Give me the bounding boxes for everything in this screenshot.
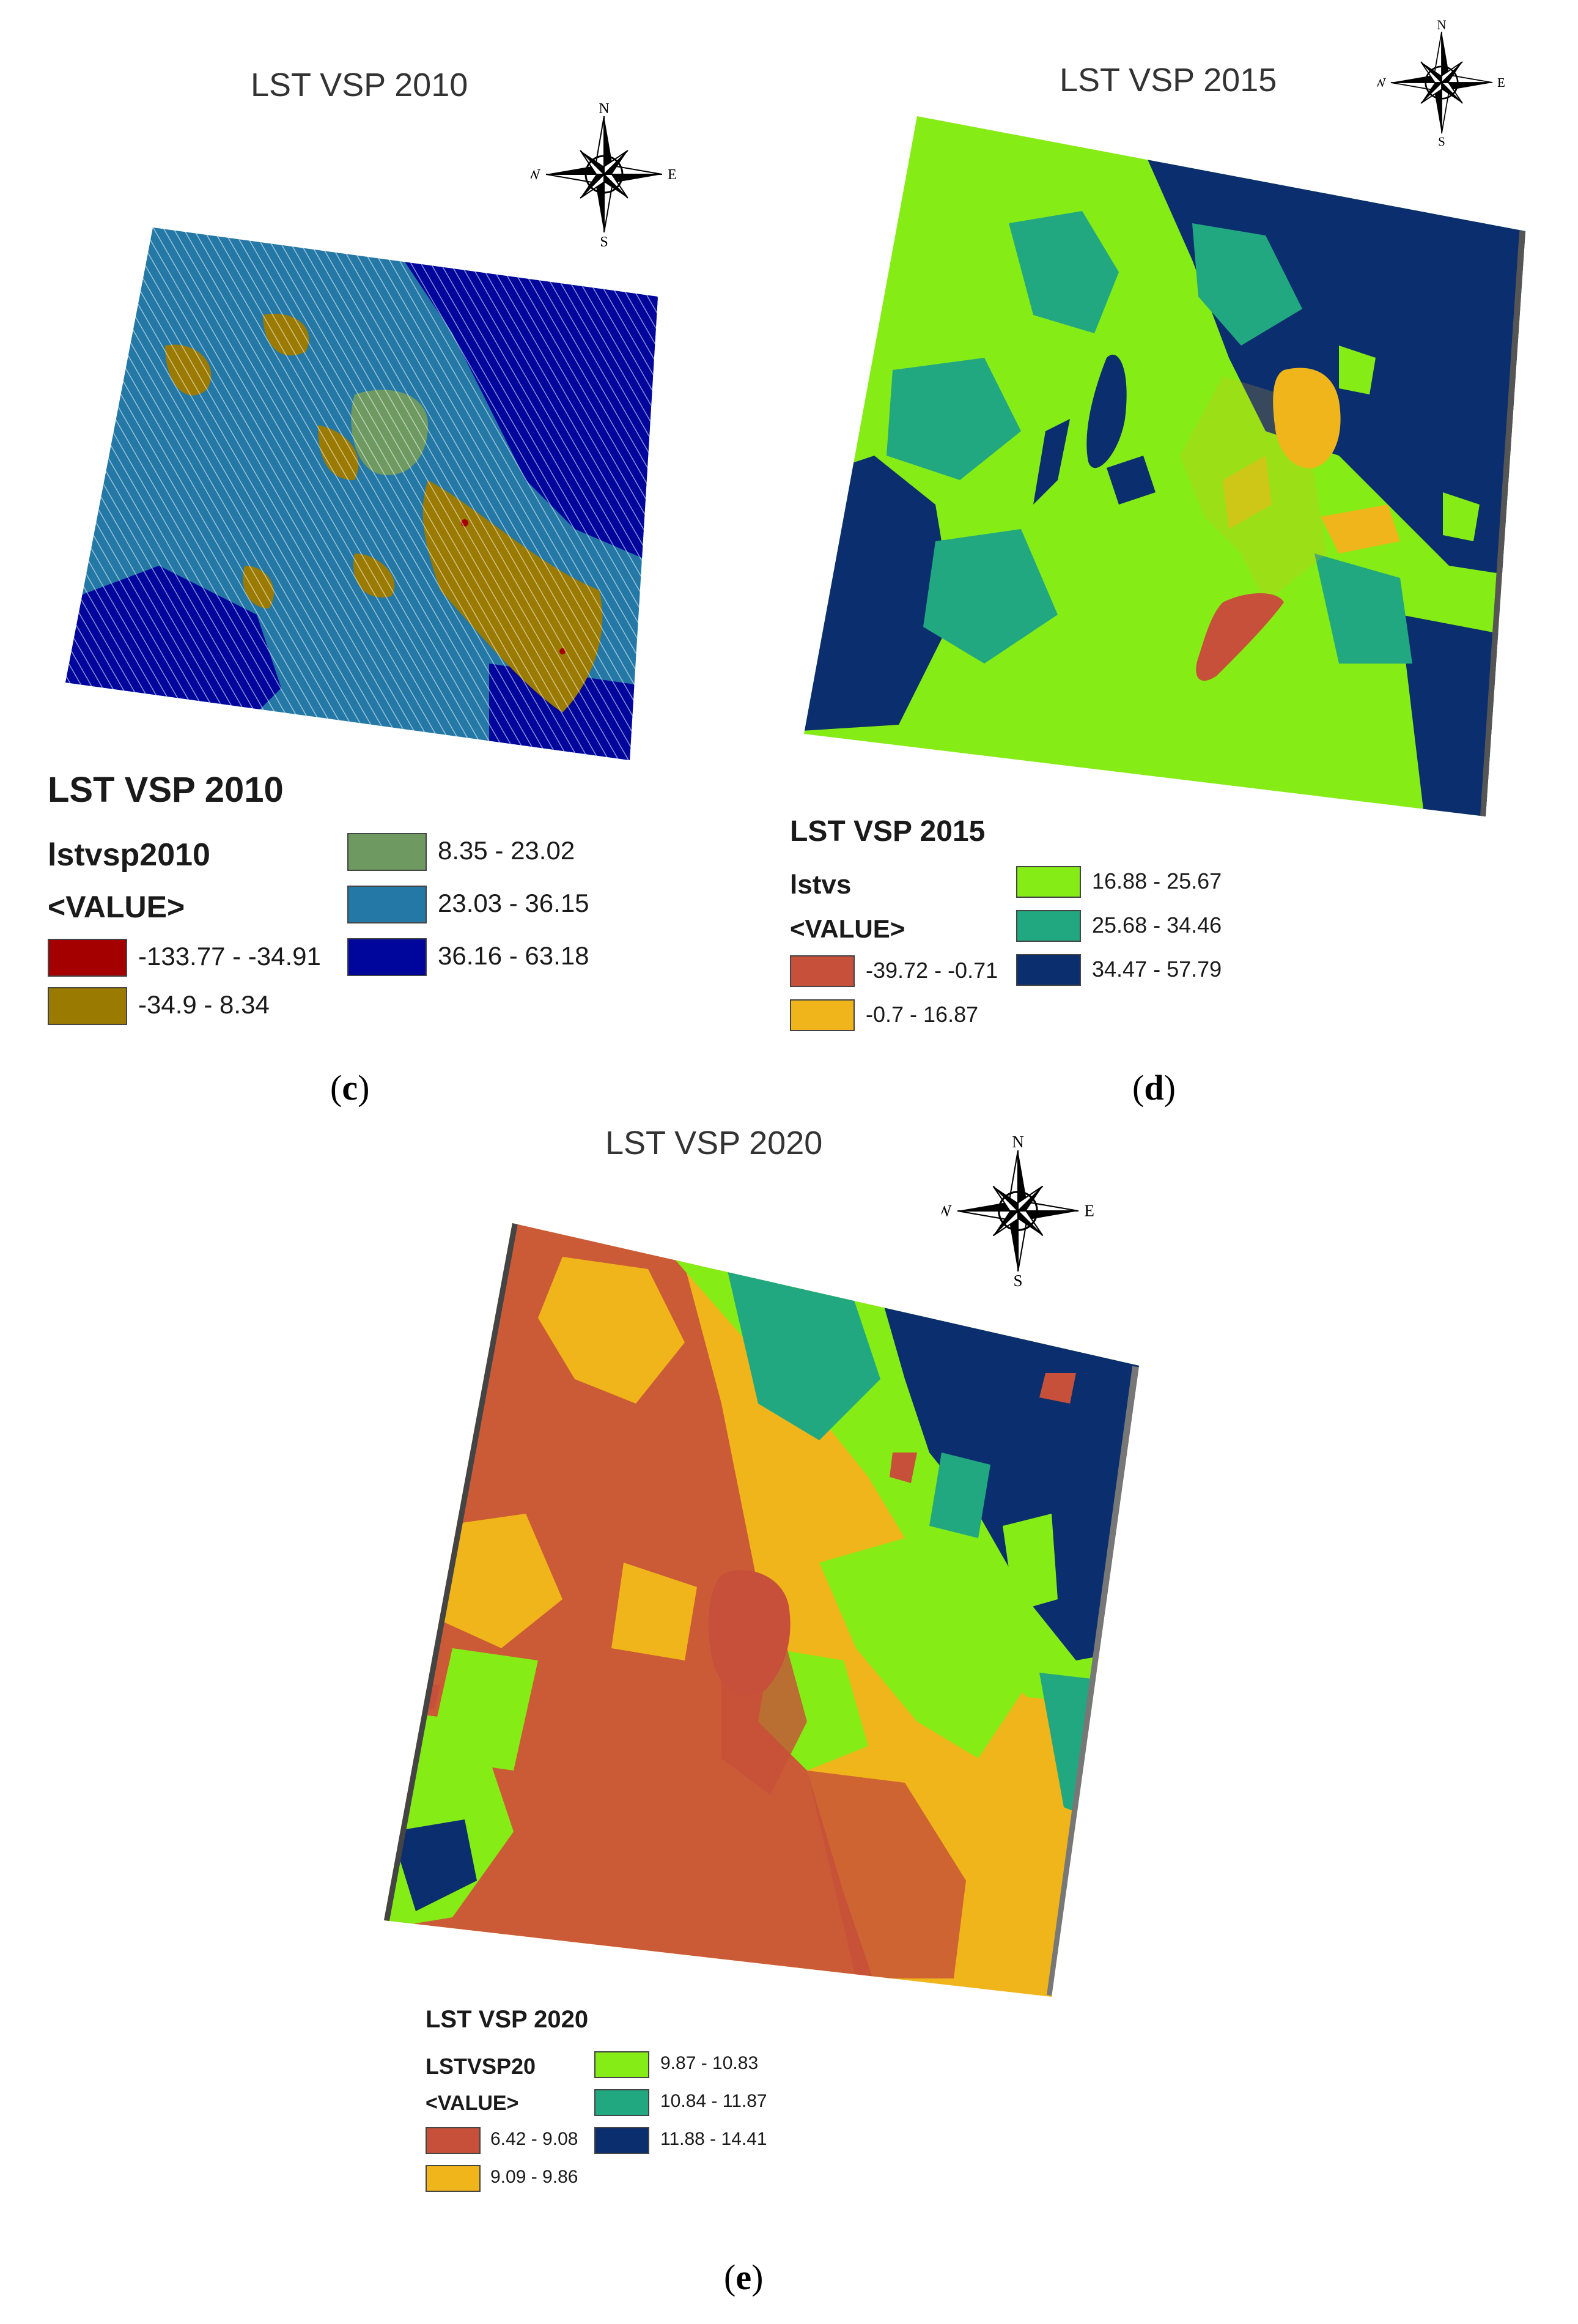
legend-heading-2010: LST VSP 2010	[48, 770, 284, 810]
caption-c: (c)	[330, 1068, 370, 1108]
legend-layer-name-2015: lstvs	[790, 870, 852, 900]
legend-label-2010-5: 36.16 - 63.18	[438, 941, 589, 970]
map-title-2020: LST VSP 2020	[605, 1125, 823, 1161]
legend-swatch-2020-4	[594, 2089, 649, 2116]
legend-layer-name-2020: LSTVSP20	[426, 2054, 536, 2079]
legend-heading-2015: LST VSP 2015	[790, 815, 986, 848]
svg-text:S: S	[1438, 134, 1445, 147]
legend-layer-name-2010: lstvsp2010	[48, 837, 210, 873]
legend-swatch-2010-5	[347, 938, 427, 976]
legend-swatch-2015-1	[790, 955, 855, 987]
lst-raster-2015	[804, 116, 1525, 816]
compass-rose-icon: N S E W	[942, 1134, 1094, 1287]
svg-text:N: N	[1012, 1134, 1024, 1151]
legend-value-field-2010: <VALUE>	[48, 890, 185, 924]
svg-text:E: E	[1497, 75, 1505, 90]
map-title-2015: LST VSP 2015	[1060, 62, 1277, 98]
svg-text:N: N	[599, 101, 609, 117]
lst-raster-2010	[65, 228, 658, 760]
caption-d: (d)	[1132, 1068, 1176, 1108]
svg-text:N: N	[1437, 18, 1446, 32]
compass-rose-icon: N S E W	[531, 101, 677, 248]
legend-swatch-2010-4	[347, 886, 427, 923]
legend-swatch-2020-1	[426, 2127, 481, 2154]
svg-text:S: S	[1013, 1271, 1022, 1287]
legend-swatch-2015-5	[1016, 954, 1081, 986]
legend-label-2015-3: 16.88 - 25.67	[1092, 868, 1222, 894]
legend-label-2020-4: 10.84 - 11.87	[660, 2091, 767, 2111]
legend-label-2015-1: -39.72 - -0.71	[866, 958, 998, 983]
legend-label-2020-5: 11.88 - 14.41	[660, 2129, 767, 2149]
lst-raster-2020	[384, 1223, 1139, 1997]
svg-text:S: S	[600, 234, 608, 248]
legend-label-2010-3: 8.35 - 23.02	[438, 836, 575, 865]
legend-swatch-2020-2	[426, 2165, 481, 2192]
legend-swatch-2010-1	[48, 939, 127, 977]
legend-swatch-2015-4	[1016, 910, 1081, 942]
legend-swatch-2015-2	[790, 999, 855, 1031]
legend-label-2020-2: 9.09 - 9.86	[490, 2167, 578, 2187]
legend-value-field-2015: <VALUE>	[790, 914, 905, 943]
map-title-2010: LST VSP 2010	[251, 67, 468, 103]
legend-label-2020-3: 9.87 - 10.83	[660, 2053, 759, 2073]
legend-label-2015-5: 34.47 - 57.79	[1092, 957, 1222, 982]
legend-label-2010-2: -34.9 - 8.34	[138, 990, 270, 1019]
legend-value-field-2020: <VALUE>	[426, 2092, 519, 2115]
legend-swatch-2020-3	[594, 2051, 649, 2078]
svg-text:E: E	[668, 167, 677, 183]
legend-label-2015-4: 25.68 - 34.46	[1092, 912, 1222, 938]
legend-heading-2020: LST VSP 2020	[426, 2006, 589, 2033]
svg-text:W: W	[1377, 75, 1386, 90]
legend-swatch-2010-2	[48, 987, 127, 1025]
legend-swatch-2020-5	[594, 2127, 649, 2154]
legend-label-2015-2: -0.7 - 16.87	[866, 1002, 979, 1027]
compass-rose-icon: N S E W	[1377, 18, 1505, 147]
legend-label-2020-1: 6.42 - 9.08	[490, 2129, 578, 2149]
legend-swatch-2010-3	[347, 833, 427, 871]
legend-label-2010-1: -133.77 - -34.91	[138, 942, 321, 971]
legend-swatch-2015-3	[1016, 866, 1081, 898]
svg-text:W: W	[942, 1201, 952, 1219]
svg-text:E: E	[1084, 1201, 1094, 1219]
svg-text:W: W	[531, 167, 540, 183]
legend-label-2010-4: 23.03 - 36.15	[438, 889, 589, 917]
caption-e: (e)	[724, 2257, 764, 2297]
